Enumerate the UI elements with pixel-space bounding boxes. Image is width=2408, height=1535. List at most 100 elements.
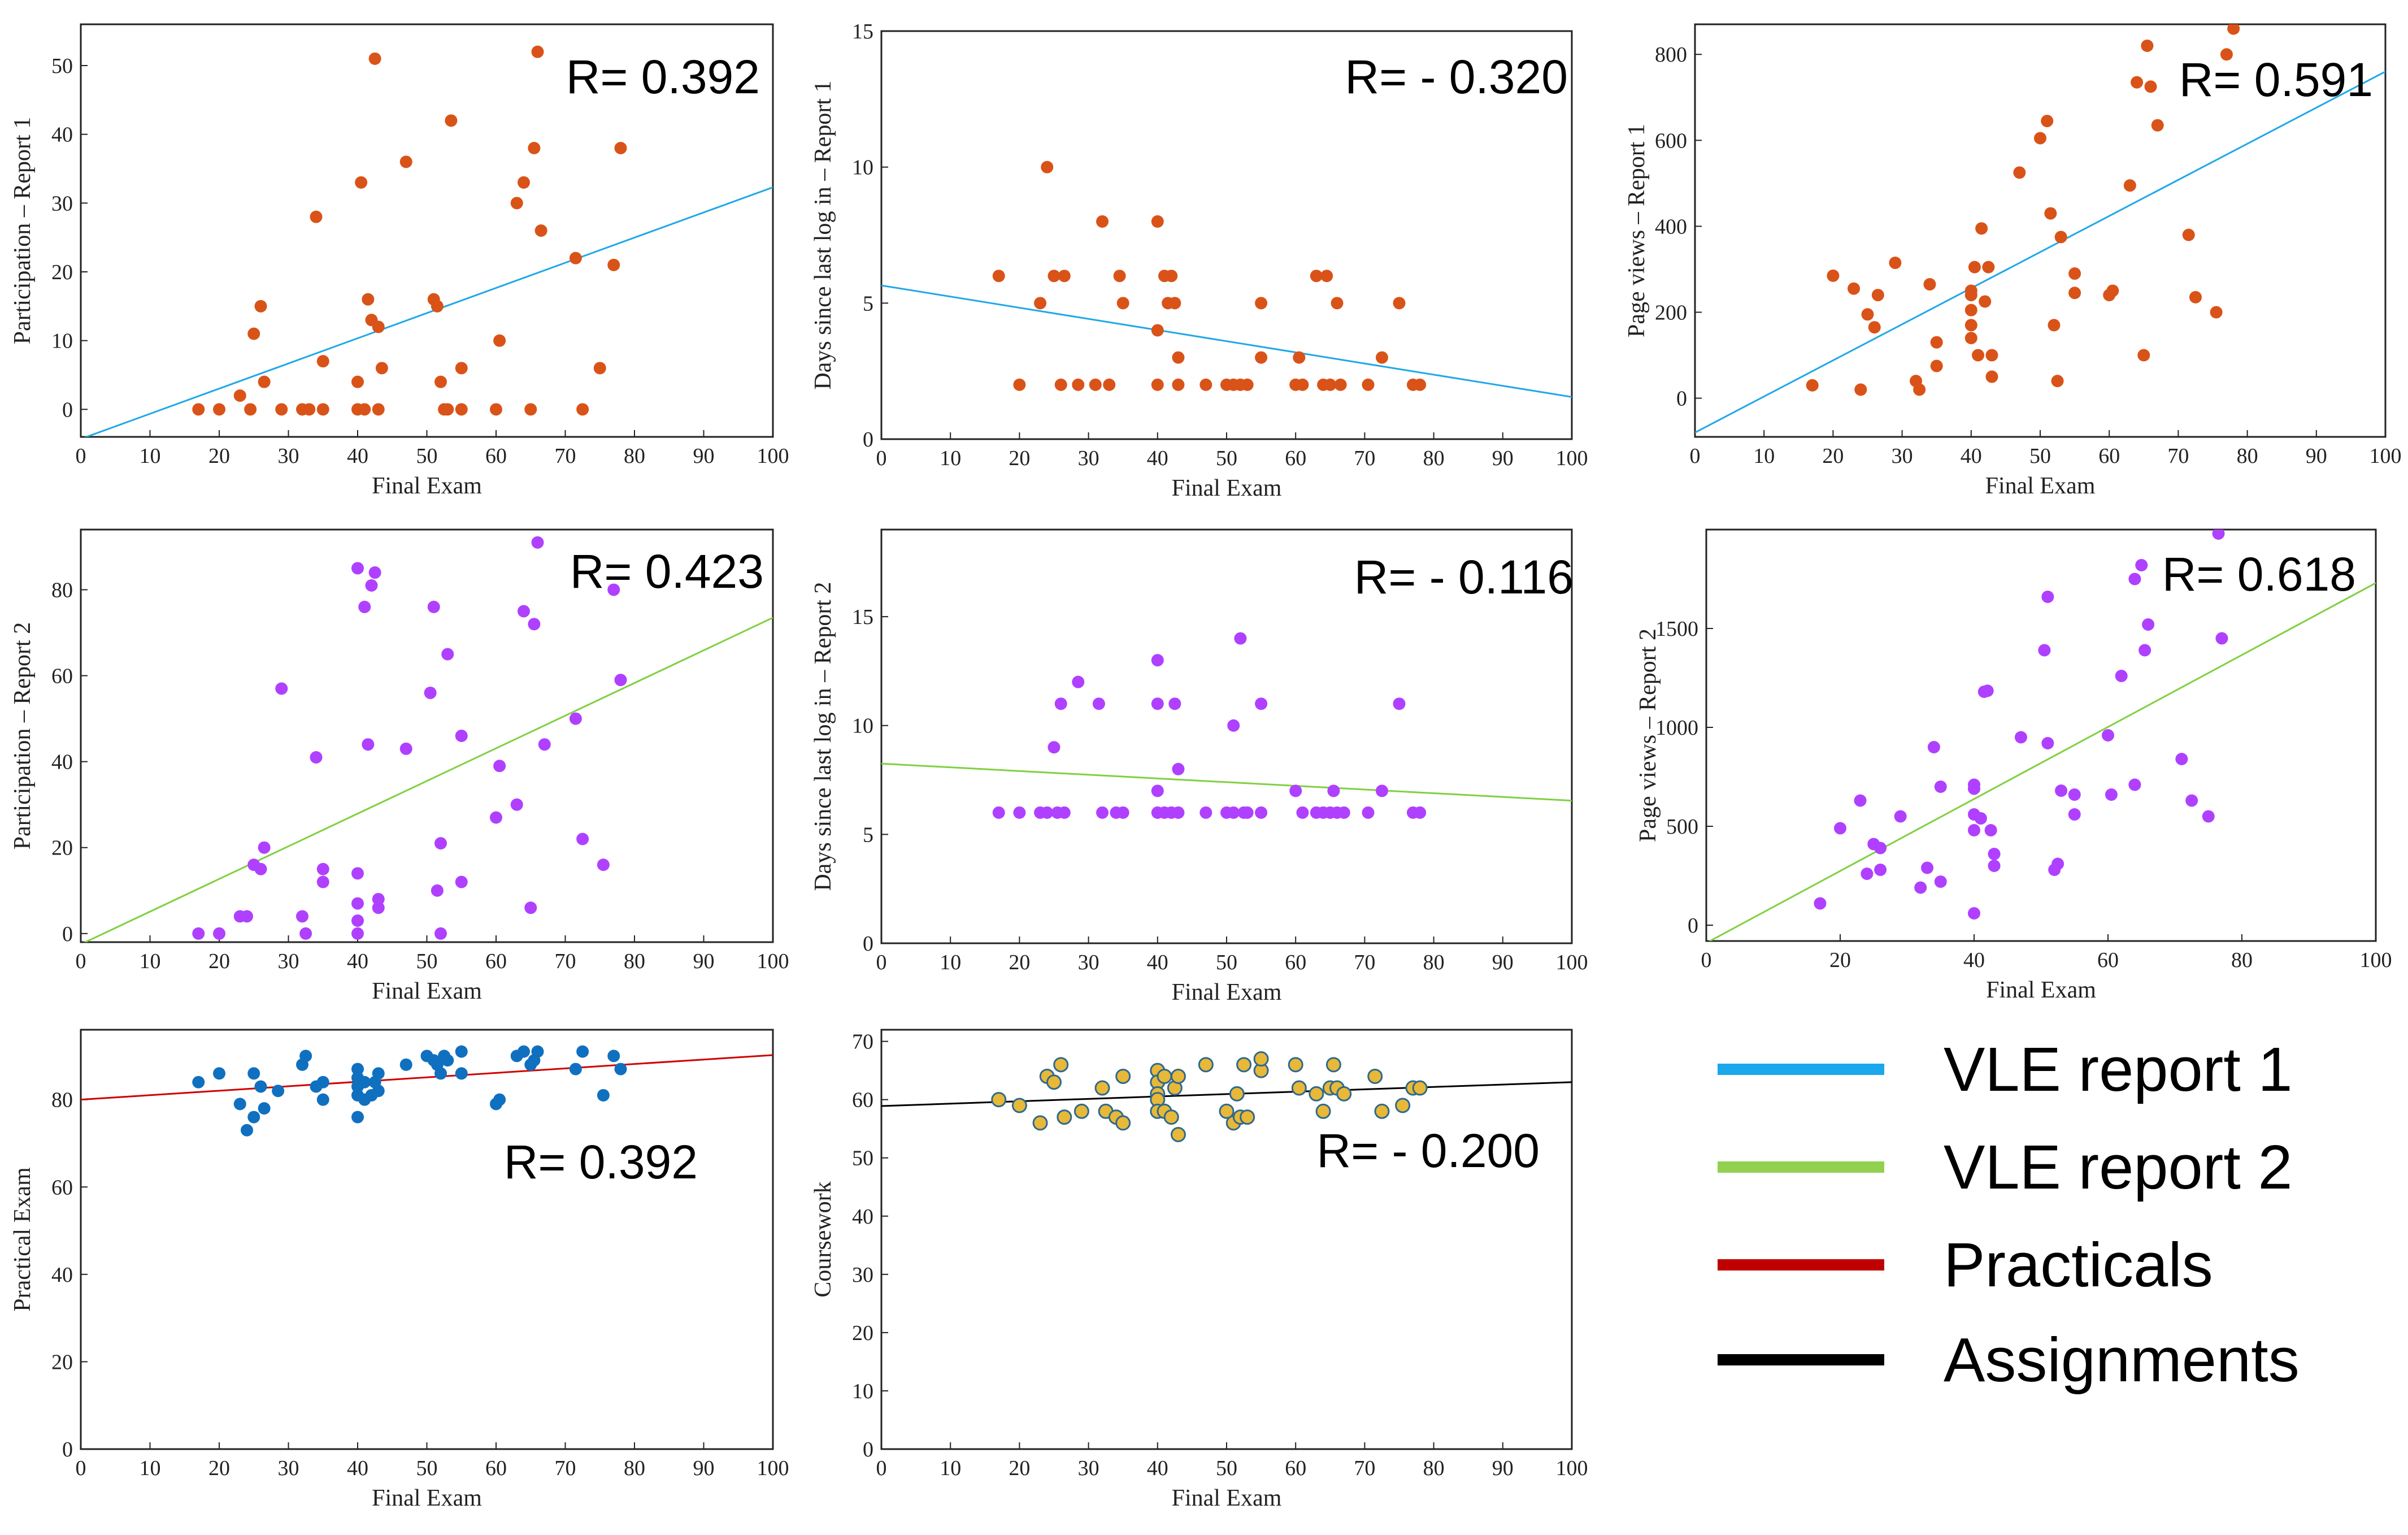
data-point: [607, 1050, 620, 1063]
x-axis-label: Final Exam: [1172, 475, 1282, 501]
data-point: [2185, 794, 2198, 807]
data-point: [2013, 166, 2026, 179]
x-tick-label: 80: [624, 1456, 645, 1480]
x-tick-label: 50: [416, 949, 438, 973]
data-point: [1116, 297, 1129, 310]
x-tick-label: 40: [1147, 446, 1168, 470]
x-tick-label: 80: [2237, 444, 2258, 468]
x-tick-label: 40: [347, 444, 368, 468]
data-point: [2182, 228, 2195, 241]
y-axis-label: Days since last log in – Report 1: [810, 80, 836, 389]
data-point: [213, 403, 225, 416]
data-point: [372, 1085, 385, 1098]
data-point: [368, 52, 381, 65]
data-point: [1255, 806, 1268, 819]
x-tick-label: 50: [416, 1456, 438, 1480]
legend: VLE report 1 VLE report 2 Practicals Assign…: [1718, 1035, 2300, 1395]
data-point: [1072, 378, 1085, 391]
x-axis-label: Final Exam: [372, 473, 482, 499]
data-point: [1151, 784, 1164, 797]
regression-line: [1708, 582, 2376, 941]
data-point: [991, 1092, 1007, 1108]
data-point: [258, 1102, 271, 1115]
data-point: [524, 901, 537, 914]
data-point: [992, 806, 1005, 819]
x-tick-label: 0: [76, 1456, 86, 1480]
data-point: [1913, 383, 1926, 396]
data-point: [1894, 810, 1907, 823]
data-point: [1968, 907, 1980, 920]
y-tick-label: 600: [1655, 129, 1687, 153]
data-point: [247, 1067, 260, 1080]
y-axis-label: Page views – Report 1: [1624, 124, 1650, 337]
data-point: [2041, 737, 2054, 749]
correlation-label: R= 0.392: [504, 1135, 698, 1189]
data-point: [434, 837, 447, 850]
x-tick-label: 30: [278, 1456, 299, 1480]
data-point: [2175, 753, 2188, 765]
data-point: [445, 114, 458, 127]
data-point: [2068, 788, 2081, 801]
data-point: [2106, 284, 2119, 297]
y-tick-label: 0: [62, 1438, 73, 1462]
axes-frame: [80, 23, 774, 438]
data-point: [1296, 378, 1309, 391]
x-tick-label: 20: [208, 949, 230, 973]
data-point: [399, 742, 412, 755]
axes-frame: [80, 528, 774, 943]
data-point: [490, 403, 502, 416]
data-point: [2051, 375, 2064, 388]
y-tick-label: 800: [1655, 43, 1687, 67]
x-tick-label: 10: [940, 446, 961, 470]
data-point: [351, 1111, 364, 1124]
data-point: [355, 176, 368, 189]
data-point: [1047, 741, 1060, 754]
data-point: [1814, 897, 1827, 910]
correlation-label: R= 0.423: [570, 545, 764, 598]
data-point: [1927, 741, 1940, 753]
data-point: [1236, 1057, 1252, 1073]
data-point: [1227, 806, 1240, 819]
data-point: [1331, 297, 1344, 310]
data-point: [2048, 319, 2061, 332]
data-point: [1168, 697, 1181, 710]
x-tick-label: 30: [1078, 1456, 1099, 1480]
x-tick-label: 10: [140, 1456, 161, 1480]
data-point: [316, 355, 329, 368]
data-point: [1253, 1051, 1269, 1067]
legend-label: Practicals: [1944, 1230, 2213, 1300]
data-point: [372, 320, 385, 333]
x-tick-label: 60: [2097, 948, 2119, 972]
data-point: [1985, 370, 1998, 383]
data-point: [1393, 697, 1406, 710]
legend-label: VLE report 1: [1944, 1035, 2293, 1104]
x-tick-label: 20: [1009, 1456, 1030, 1480]
y-tick-label: 200: [1655, 301, 1687, 324]
data-point: [1057, 1109, 1072, 1125]
y-tick-label: 10: [51, 329, 73, 353]
chart-panel-1: 0 10 20 30 40 50 60 70 80 90 100 0 10 20 30 40 50 Final E…: [10, 23, 789, 499]
y-axis-label: Days since last log in – Report 2: [810, 582, 836, 891]
data-point: [1874, 864, 1887, 876]
data-point: [1871, 289, 1884, 302]
data-point: [510, 197, 523, 210]
data-point: [1968, 261, 1981, 274]
data-point: [1320, 270, 1333, 283]
regression-line: [1695, 71, 2385, 433]
y-tick-label: 50: [852, 1147, 873, 1170]
data-point: [1234, 632, 1247, 645]
data-point: [2055, 784, 2068, 797]
data-point: [1116, 806, 1129, 819]
data-point: [1054, 378, 1067, 391]
data-point: [213, 1067, 225, 1080]
data-point: [510, 798, 523, 811]
data-point: [1198, 1057, 1214, 1073]
data-point: [1848, 282, 1861, 295]
data-point: [1968, 782, 1980, 795]
data-point: [607, 583, 620, 596]
y-tick-label: 0: [1676, 387, 1687, 411]
data-point: [1362, 378, 1375, 391]
x-tick-label: 0: [76, 949, 86, 973]
data-point: [310, 210, 323, 223]
